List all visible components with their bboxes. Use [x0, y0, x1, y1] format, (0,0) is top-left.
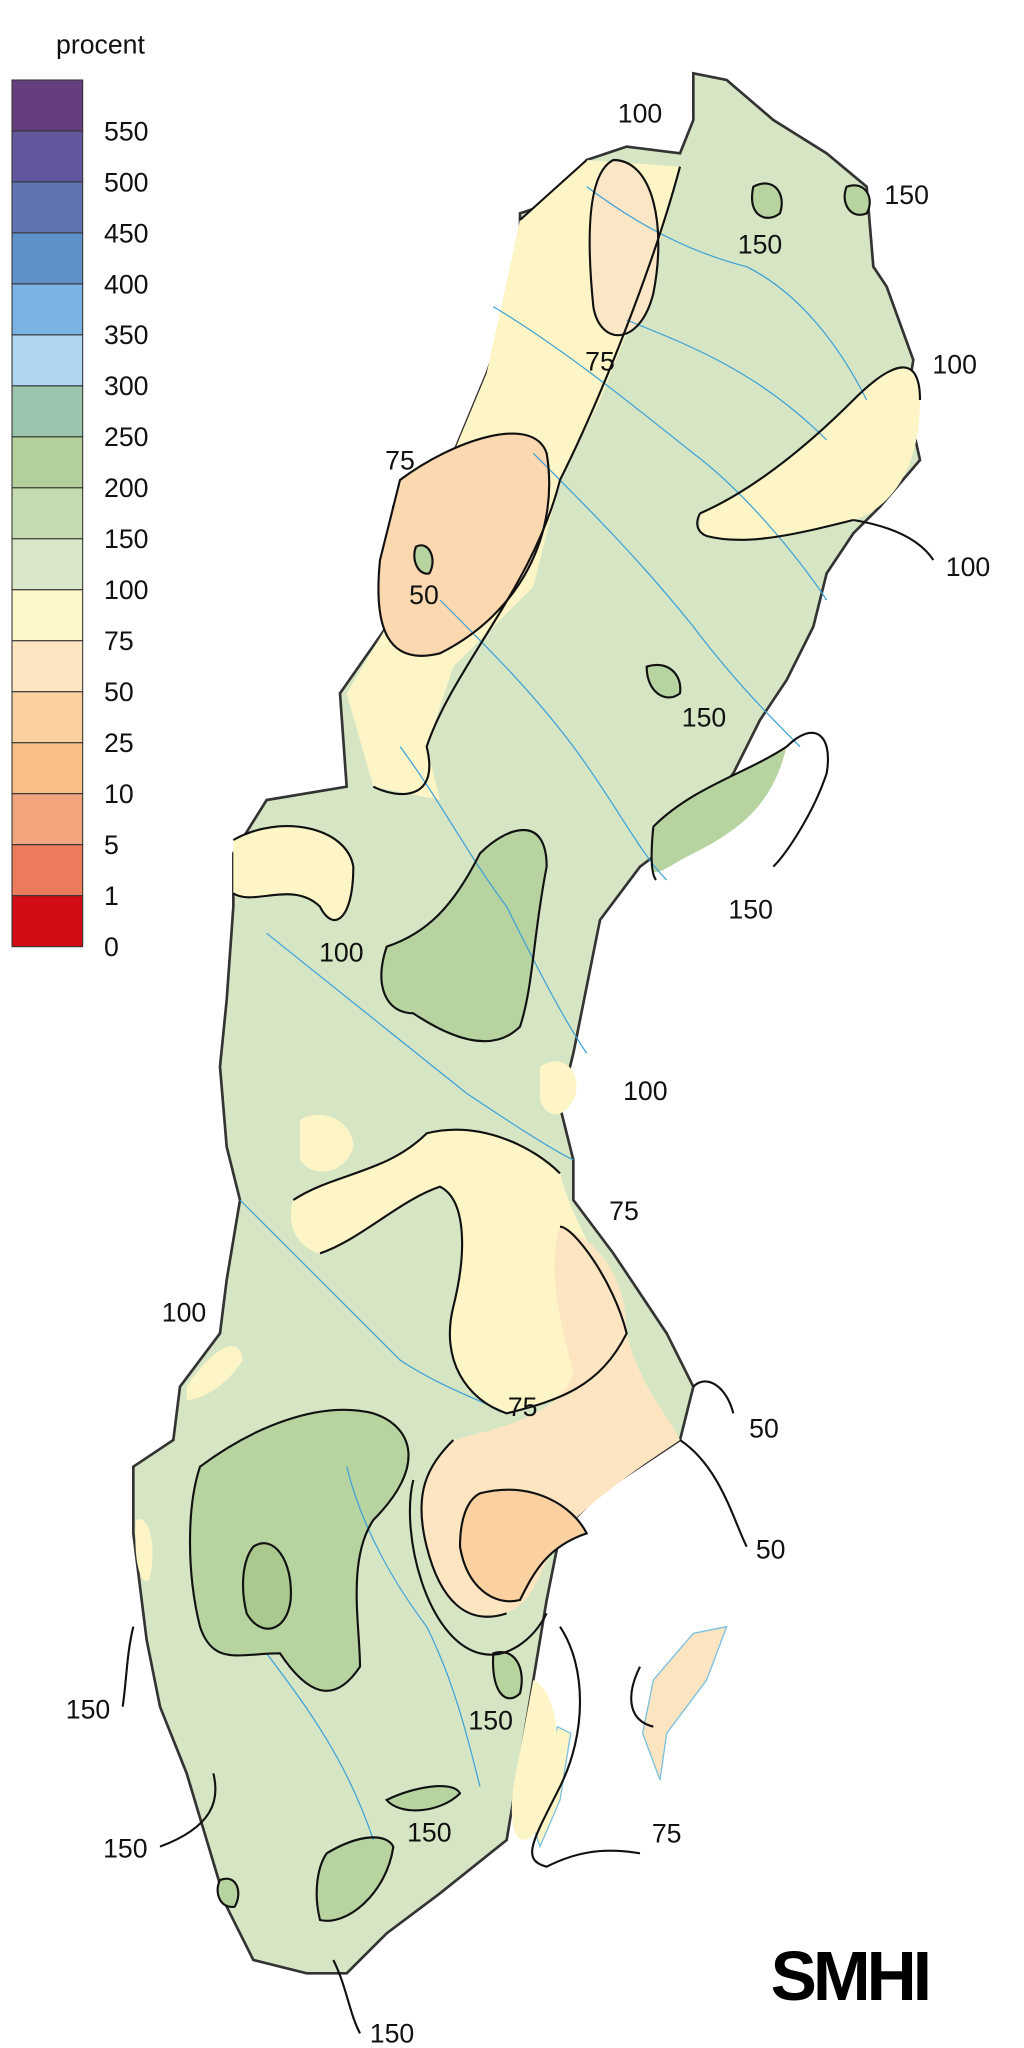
contour-label: 50 [749, 1413, 779, 1443]
legend-label: 1 [104, 881, 119, 911]
contour-label: 100 [946, 552, 990, 582]
legend-label: 75 [104, 626, 134, 656]
legend-label: 0 [104, 932, 119, 962]
legend-swatch [11, 385, 84, 438]
contour-label: 150 [370, 2019, 414, 2048]
legend-swatch [11, 436, 84, 489]
legend: procent 55050045040035030025020015010075… [11, 29, 148, 962]
smhi-logo: SMHI [771, 1937, 928, 2015]
zone-75-northeast [700, 367, 920, 539]
legend-label: 5 [104, 830, 119, 860]
legend-label: 250 [104, 422, 148, 452]
contour-label: 75 [609, 1196, 639, 1226]
contour-label: 150 [66, 1695, 110, 1725]
legend-label: 550 [104, 116, 148, 146]
contour-label: 150 [407, 1817, 451, 1847]
legend-swatch [11, 589, 84, 642]
contour-label: 150 [738, 229, 782, 259]
legend-swatch [11, 793, 84, 846]
contour-label: 75 [652, 1819, 682, 1849]
contour-label: 150 [103, 1833, 147, 1863]
legend-swatch [11, 487, 84, 540]
contour-label: 100 [162, 1297, 206, 1327]
legend-label: 100 [104, 575, 148, 605]
legend-swatch [11, 334, 84, 387]
zone-75-mid-west [233, 826, 354, 920]
legend-swatch [11, 742, 84, 795]
zone-150-southwest [190, 1409, 409, 1691]
contour-labels: 100 150 150 75 100 100 75 50 150 150 100… [66, 99, 990, 2048]
legend-swatch [11, 538, 84, 591]
contour-label: 100 [932, 349, 976, 379]
contour-label: 75 [508, 1392, 538, 1422]
legend-label: 50 [104, 677, 134, 707]
legend-label: 25 [104, 728, 134, 758]
legend-swatch [11, 283, 84, 336]
contour-label: 50 [409, 580, 439, 610]
legend-title: procent [56, 29, 146, 59]
legend-label: 500 [104, 167, 148, 197]
zone-75-mid [290, 1129, 627, 1414]
contour-label: 150 [468, 1705, 512, 1735]
contour-label: 100 [618, 99, 662, 129]
legend-label: 400 [104, 269, 148, 299]
legend-swatch [11, 79, 84, 132]
zone-75-nw-tip [589, 160, 659, 336]
legend-swatch [11, 130, 84, 183]
zone-150-mid [381, 830, 547, 1042]
sweden-land: 100 150 150 75 100 100 75 50 150 150 100… [66, 71, 990, 2048]
legend-label: 450 [104, 218, 148, 248]
legend-swatch [11, 895, 84, 948]
legend-label: 150 [104, 524, 148, 554]
contour-label: 75 [585, 347, 615, 377]
zone-75-east-coast [511, 1680, 557, 1840]
contour-label: 75 [385, 445, 415, 475]
legend-label: 200 [104, 473, 148, 503]
contour-label: 50 [756, 1535, 786, 1565]
legend-swatch [11, 640, 84, 693]
legend-label: 350 [104, 320, 148, 350]
rivers [239, 186, 868, 1841]
legend-swatch [11, 844, 84, 897]
contour-label: 100 [319, 937, 363, 967]
contour-label: 150 [884, 180, 928, 210]
contour-label: 100 [623, 1076, 667, 1106]
legend-swatch [11, 181, 84, 234]
zone-25-southeast [460, 1489, 587, 1602]
zone-150-coast-east [650, 746, 787, 873]
legend-swatch [11, 232, 84, 285]
gotland [641, 1625, 728, 1781]
contour-label: 150 [728, 895, 772, 925]
contour-label: 150 [682, 703, 726, 733]
zone-200-southwest [243, 1543, 291, 1629]
legend-label: 10 [104, 779, 134, 809]
contour-lines [121, 158, 935, 2034]
legend-swatch [11, 691, 84, 744]
legend-label: 300 [104, 371, 148, 401]
